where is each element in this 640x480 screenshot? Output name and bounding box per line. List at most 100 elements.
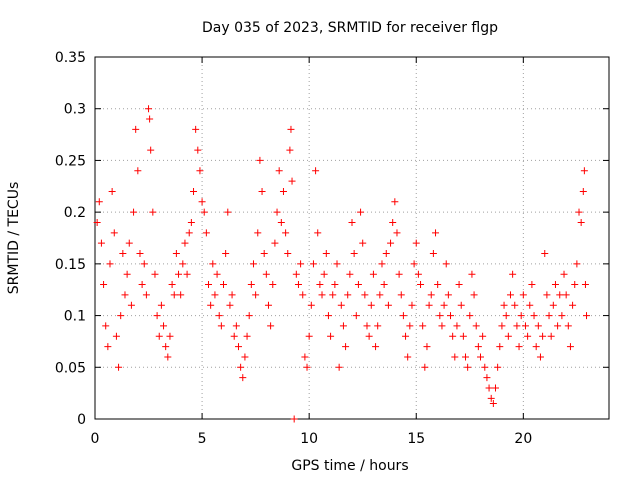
data-point [271, 239, 279, 247]
data-point [580, 167, 588, 175]
data-point [543, 291, 551, 299]
data-point [301, 353, 309, 361]
data-point [162, 343, 170, 351]
data-point [541, 250, 549, 258]
data-point [472, 322, 480, 330]
data-point [361, 291, 369, 299]
data-point [237, 363, 245, 371]
data-point [474, 343, 482, 351]
data-point [234, 343, 242, 351]
data-point [205, 281, 213, 289]
y-tick-label: 0.05 [55, 360, 86, 376]
data-point [374, 322, 382, 330]
data-point [545, 312, 553, 320]
data-point [367, 301, 375, 309]
data-point [547, 332, 555, 340]
data-point [511, 301, 519, 309]
plot-frame [94, 56, 610, 420]
data-point [314, 229, 322, 237]
data-point [519, 291, 527, 299]
data-point [335, 363, 343, 371]
data-point [200, 208, 208, 216]
data-point [468, 270, 476, 278]
data-point [187, 218, 195, 226]
data-point [153, 312, 161, 320]
data-point [127, 301, 135, 309]
data-point [410, 260, 418, 268]
data-point [406, 322, 414, 330]
data-point [151, 270, 159, 278]
data-point [483, 374, 491, 382]
data-point [564, 322, 572, 330]
data-point [215, 312, 223, 320]
data-point [256, 156, 264, 164]
data-point [192, 125, 200, 133]
data-point [425, 301, 433, 309]
data-point [438, 322, 446, 330]
data-point [196, 167, 204, 175]
y-axis-label: SRMTID / TECUs [6, 182, 22, 295]
data-point [462, 353, 470, 361]
data-point [412, 239, 420, 247]
data-point [264, 301, 272, 309]
data-point [279, 187, 287, 195]
data-point [477, 353, 484, 361]
data-point [277, 218, 285, 226]
data-point [496, 343, 504, 351]
data-point [571, 281, 579, 289]
data-point [509, 270, 517, 278]
data-point [324, 312, 332, 320]
data-point [269, 281, 277, 289]
data-point [369, 270, 377, 278]
data-point [339, 322, 347, 330]
data-point [421, 363, 429, 371]
data-point [299, 291, 307, 299]
data-point [329, 291, 337, 299]
data-point [337, 301, 345, 309]
data-point [414, 270, 422, 278]
data-point [104, 343, 112, 351]
data-point [404, 353, 412, 361]
data-point [160, 322, 168, 330]
data-point [198, 198, 206, 206]
data-points [93, 105, 591, 423]
data-point [489, 399, 497, 407]
data-point [100, 281, 108, 289]
data-point [429, 250, 437, 258]
data-point [549, 301, 557, 309]
data-point [470, 291, 478, 299]
data-point [175, 270, 183, 278]
data-point [455, 281, 463, 289]
data-point [177, 291, 185, 299]
data-point [241, 353, 249, 361]
data-point [517, 312, 525, 320]
data-point [155, 332, 163, 340]
data-point [316, 281, 324, 289]
data-point [297, 260, 305, 268]
data-point [432, 229, 440, 237]
data-point [457, 301, 465, 309]
data-point [363, 322, 371, 330]
data-point [117, 312, 125, 320]
y-tick-label: 0.3 [64, 102, 86, 118]
data-point [357, 208, 365, 216]
data-point [333, 260, 341, 268]
data-point [393, 229, 401, 237]
grid [95, 57, 609, 419]
data-point [239, 374, 247, 382]
data-point [194, 146, 202, 154]
data-point [230, 332, 238, 340]
y-tick-label: 0 [77, 412, 86, 428]
data-point [125, 239, 133, 247]
data-point [444, 291, 452, 299]
data-point [226, 301, 234, 309]
data-point [372, 343, 380, 351]
data-point [513, 322, 521, 330]
data-point [417, 281, 425, 289]
data-point [504, 332, 512, 340]
data-point [536, 353, 544, 361]
data-point [307, 301, 315, 309]
data-point [190, 187, 198, 195]
data-point [434, 281, 442, 289]
